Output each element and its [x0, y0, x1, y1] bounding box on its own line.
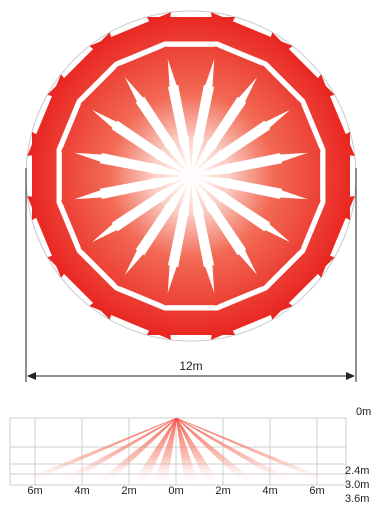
- detection-zone-segment: [101, 188, 156, 223]
- detection-zone-segment: [61, 101, 113, 155]
- dimension-arrow-right: [346, 372, 355, 380]
- detection-zone-segment: [191, 158, 229, 176]
- detection-zone-segment: [269, 197, 321, 251]
- detection-zone-segment: [89, 12, 171, 64]
- detection-zone-segment: [117, 201, 166, 250]
- detection-zone-segment: [188, 136, 194, 176]
- detection-zone-segment: [163, 266, 219, 306]
- detection-zone-segment: [216, 201, 265, 250]
- detection-zone-segment: [99, 163, 152, 189]
- detection-zone-segment: [80, 230, 137, 287]
- detection-zone-segment: [27, 196, 79, 278]
- detection-zone-segment: [117, 102, 166, 151]
- detection-zone: [191, 74, 355, 176]
- height-label-0m: 0m: [356, 406, 371, 418]
- detection-zone-segment: [269, 101, 321, 155]
- detection-zone-segment: [163, 46, 219, 86]
- side-view-beam: [93, 418, 177, 485]
- side-view-beam: [176, 418, 199, 485]
- detection-zone-segment: [245, 230, 302, 287]
- detection-zone-segment: [178, 84, 204, 137]
- detection-zone-segment: [211, 288, 293, 340]
- detection-zone-segment: [173, 138, 191, 176]
- detection-zone-segment: [161, 146, 191, 176]
- detection-zone: [191, 32, 335, 176]
- detection-zone-segment: [116, 254, 170, 306]
- detection-zone-segment: [303, 74, 355, 156]
- side-view-beam: [176, 418, 259, 485]
- detection-zone-segment: [161, 176, 191, 206]
- detection-zones: [27, 12, 355, 340]
- detection-zone: [89, 12, 191, 176]
- detection-zone-segment: [153, 158, 191, 176]
- detection-zone-segment: [191, 173, 231, 179]
- side-view: 0m 2.4m 3.0m 3.6m 6m 4m 2m 0m 2m 4m 6m: [9, 406, 371, 505]
- side-view-beam: [176, 418, 343, 485]
- detection-zone-segment: [178, 215, 204, 268]
- detection-zone-segment: [203, 86, 238, 141]
- detection-zone-segment: [216, 102, 265, 151]
- detection-zone-segment: [80, 65, 137, 122]
- side-view-beam: [51, 418, 177, 485]
- detection-zone-segment: [116, 46, 170, 98]
- distance-label: 6m: [27, 485, 42, 497]
- detection-zone-segment: [245, 65, 302, 122]
- detection-zone-segment: [203, 211, 238, 266]
- top-view: [25, 10, 357, 342]
- detection-zone-segment: [144, 86, 179, 141]
- detection-zone-segment: [144, 211, 179, 266]
- detection-zone-segment: [191, 146, 221, 176]
- detection-zone-segment: [61, 148, 101, 204]
- dimension-arrow-left: [27, 372, 36, 380]
- side-view-beams: [9, 418, 343, 485]
- detection-zone-segment: [101, 129, 156, 164]
- detection-zone-segment: [153, 176, 191, 194]
- distance-label: 4m: [74, 485, 89, 497]
- side-view-beam: [9, 418, 177, 485]
- distance-label: 2m: [121, 485, 136, 497]
- detection-zone-segment: [191, 176, 229, 194]
- distance-label: 0m: [168, 485, 183, 497]
- detection-zone-segment: [281, 148, 321, 204]
- side-view-frame: [9, 417, 347, 486]
- side-view-beam: [176, 418, 301, 485]
- detection-zone: [27, 176, 191, 278]
- detection-zone-segment: [230, 163, 283, 189]
- detection-zone-segment: [191, 138, 209, 176]
- distance-label: 4m: [262, 485, 277, 497]
- width-dimension: 12m: [25, 168, 357, 382]
- width-label: 12m: [179, 359, 202, 373]
- distance-label: 6m: [309, 485, 324, 497]
- detection-zone-segment: [61, 197, 113, 251]
- detection-zone-segment: [151, 173, 191, 179]
- detection-zone-segment: [191, 176, 209, 214]
- detection-zone-segment: [191, 176, 221, 206]
- height-label-3-0m: 3.0m: [345, 479, 369, 491]
- distance-label: 2m: [215, 485, 230, 497]
- height-label-3-6m: 3.6m: [345, 493, 369, 505]
- detection-zone-segment: [226, 129, 281, 164]
- detection-zone-segment: [188, 176, 194, 216]
- detection-zone: [191, 176, 293, 340]
- side-view-beam: [153, 418, 177, 485]
- detection-zone-segment: [212, 46, 266, 98]
- detection-zone-segment: [226, 188, 281, 223]
- side-view-beam: [176, 418, 221, 485]
- height-label-2-4m: 2.4m: [345, 465, 369, 477]
- side-view-beam: [131, 418, 177, 485]
- detection-zone-segment: [173, 176, 191, 214]
- detection-zone-segment: [212, 254, 266, 306]
